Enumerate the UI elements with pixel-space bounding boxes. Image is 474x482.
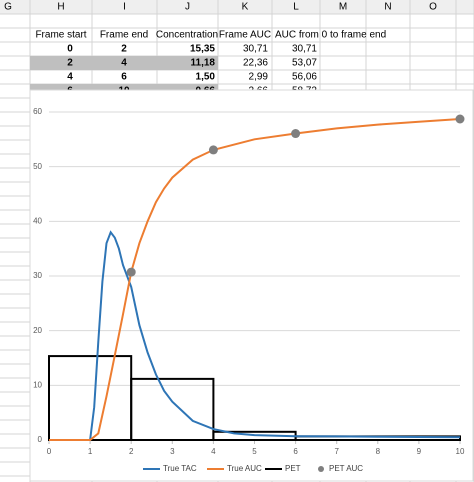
header-cell: Frame start bbox=[35, 30, 86, 41]
x-tick-label: 4 bbox=[211, 447, 216, 456]
x-tick-label: 1 bbox=[88, 447, 93, 456]
column-header: N bbox=[384, 2, 391, 13]
column-header-bar bbox=[0, 0, 474, 14]
table-cell: 30,71 bbox=[292, 44, 317, 55]
header-cell: Frame end bbox=[100, 30, 148, 41]
series-line bbox=[49, 118, 461, 441]
legend-label: PET bbox=[285, 464, 301, 473]
y-tick-label: 10 bbox=[33, 380, 42, 389]
column-header: J bbox=[185, 2, 190, 13]
x-tick-label: 2 bbox=[129, 447, 134, 456]
table-cell: 56,06 bbox=[292, 72, 317, 83]
table-cell: 2,99 bbox=[249, 72, 269, 83]
legend-label: PET AUC bbox=[329, 464, 363, 473]
x-tick-label: 10 bbox=[456, 447, 465, 456]
pet-frame bbox=[130, 377, 215, 441]
legend-label: True AUC bbox=[227, 464, 262, 473]
column-header: L bbox=[293, 2, 299, 13]
header-cell: Concentration bbox=[156, 30, 218, 41]
table-cell: 22,36 bbox=[243, 58, 268, 69]
highlighted-cells bbox=[30, 56, 218, 70]
y-tick-label: 20 bbox=[33, 326, 42, 335]
column-header: I bbox=[123, 2, 126, 13]
legend-label: True TAC bbox=[163, 464, 197, 473]
x-tick-label: 8 bbox=[376, 447, 381, 456]
header-cell: AUC from 0 to frame end bbox=[275, 30, 386, 41]
column-header: G bbox=[4, 2, 12, 13]
table-cell: 30,71 bbox=[243, 44, 268, 55]
table-cell: 53,07 bbox=[292, 58, 317, 69]
pet-auc-point bbox=[291, 129, 301, 139]
series-line bbox=[49, 230, 461, 441]
pet-auc-point bbox=[455, 114, 465, 124]
y-tick-label: 60 bbox=[33, 107, 42, 116]
table-cell: 2 bbox=[67, 58, 73, 69]
pet-auc-point bbox=[208, 145, 218, 155]
table-cell: 0 bbox=[67, 44, 73, 55]
column-header: M bbox=[339, 2, 347, 13]
table-cell: 15,35 bbox=[190, 44, 215, 55]
table-cell: 4 bbox=[121, 58, 127, 69]
table-cell: 6 bbox=[121, 72, 127, 83]
table-cell: 4 bbox=[67, 72, 73, 83]
y-tick-label: 30 bbox=[33, 271, 42, 280]
x-tick-label: 5 bbox=[252, 447, 257, 456]
table-cell: 1,50 bbox=[196, 72, 216, 83]
table-cell: 11,18 bbox=[191, 58, 216, 69]
chart-area[interactable] bbox=[29, 89, 474, 482]
x-tick-label: 9 bbox=[417, 447, 422, 456]
header-cell: Frame AUC bbox=[219, 30, 271, 41]
column-header: H bbox=[57, 2, 64, 13]
y-tick-label: 0 bbox=[38, 435, 43, 444]
x-tick-label: 6 bbox=[293, 447, 298, 456]
x-tick-label: 0 bbox=[47, 447, 52, 456]
column-header: K bbox=[242, 2, 249, 13]
pet-auc-point bbox=[126, 267, 136, 277]
table-cell: 2 bbox=[121, 44, 127, 55]
column-header: O bbox=[429, 2, 437, 13]
y-tick-label: 50 bbox=[33, 162, 42, 171]
x-tick-label: 7 bbox=[334, 447, 339, 456]
x-tick-label: 3 bbox=[170, 447, 175, 456]
y-tick-label: 40 bbox=[33, 216, 42, 225]
legend-symbol bbox=[318, 466, 324, 472]
